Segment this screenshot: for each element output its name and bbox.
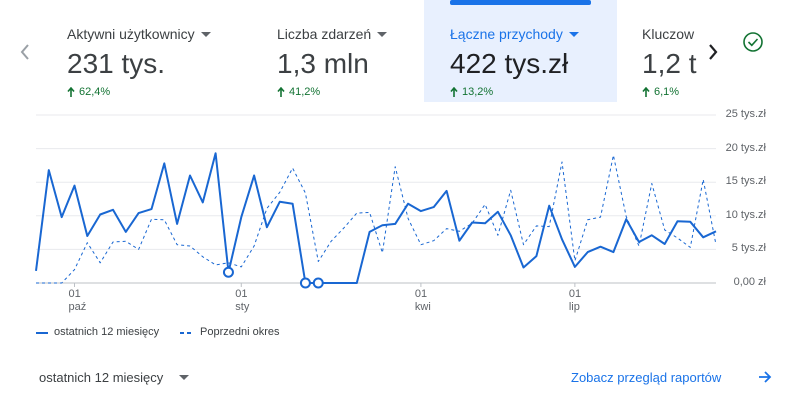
up-arrow bbox=[67, 87, 75, 97]
report-link[interactable]: Zobacz przegląd raportów bbox=[571, 370, 722, 385]
metric-tab[interactable]: Aktywni użytkownicy 231 tys. 62,4% bbox=[67, 0, 287, 102]
metric-value: 1,3 mln bbox=[277, 48, 369, 79]
period-caret[interactable] bbox=[179, 375, 189, 380]
metric-change: 6,1% bbox=[642, 86, 679, 98]
legend-label: Poprzedni okres bbox=[200, 326, 280, 338]
point-marker bbox=[299, 277, 311, 289]
tabs: Aktywni użytkownicy 231 tys. 62,4% Liczba z… bbox=[40, 0, 700, 102]
series-line bbox=[35, 152, 717, 284]
selected-tab-bg bbox=[424, 0, 617, 102]
point-marker bbox=[312, 277, 324, 289]
metric-change: 62,4% bbox=[67, 86, 110, 98]
metric-title: Liczba zdarzeń bbox=[277, 26, 372, 42]
up-arrow bbox=[642, 87, 650, 97]
metric-value: 231 tys. bbox=[67, 48, 166, 79]
next-arrow[interactable] bbox=[709, 44, 718, 60]
x-tick-label: 01 paź bbox=[68, 288, 87, 313]
metric-title: Aktywni użytkownicy bbox=[67, 26, 195, 42]
metric-caret[interactable] bbox=[200, 32, 211, 38]
prev-arrow[interactable] bbox=[20, 44, 29, 60]
metric-value: 1,2 t bbox=[642, 48, 697, 79]
selected-tab-bar bbox=[450, 0, 591, 5]
metric-title: Łączne przychody bbox=[450, 26, 563, 42]
series-line bbox=[36, 154, 717, 284]
y-tick-label: 25 tys.zł bbox=[725, 108, 766, 120]
metric-tab[interactable]: Kluczow 1,2 t 6,1% bbox=[642, 0, 700, 102]
check-icon[interactable] bbox=[743, 32, 763, 52]
x-tick-label: 01 lip bbox=[568, 288, 582, 313]
link-arrow[interactable] bbox=[759, 371, 772, 383]
metric-value: 422 tys.zł bbox=[450, 48, 569, 79]
legend-label: ostatnich 12 miesięcy bbox=[54, 326, 160, 338]
metric-title: Kluczow bbox=[642, 26, 695, 42]
up-arrow bbox=[450, 87, 458, 97]
up-arrow bbox=[277, 87, 285, 97]
metric-tab[interactable]: Liczba zdarzeń 1,3 mln 41,2% bbox=[277, 0, 497, 102]
metric-caret[interactable] bbox=[377, 32, 388, 38]
x-tick-label: 01 sty bbox=[235, 288, 250, 313]
y-tick-label: 0,00 zł bbox=[733, 276, 766, 288]
metric-change: 41,2% bbox=[277, 86, 320, 98]
point-marker bbox=[222, 266, 234, 278]
metric-change: 13,2% bbox=[450, 86, 493, 98]
x-tick-label: 01 kwi bbox=[414, 288, 431, 313]
y-tick-label: 5 tys.zł bbox=[731, 242, 766, 255]
y-tick-label: 10 tys.zł bbox=[725, 208, 766, 221]
check-mark bbox=[747, 38, 759, 47]
y-tick-label: 15 tys.zł bbox=[725, 175, 766, 188]
metric-tab[interactable]: Łączne przychody 422 tys.zł 13,2% bbox=[450, 0, 670, 102]
period-selector[interactable]: ostatnich 12 miesięcy bbox=[39, 370, 164, 385]
y-tick-label: 20 tys.zł bbox=[725, 141, 766, 154]
metric-caret[interactable] bbox=[568, 32, 579, 38]
